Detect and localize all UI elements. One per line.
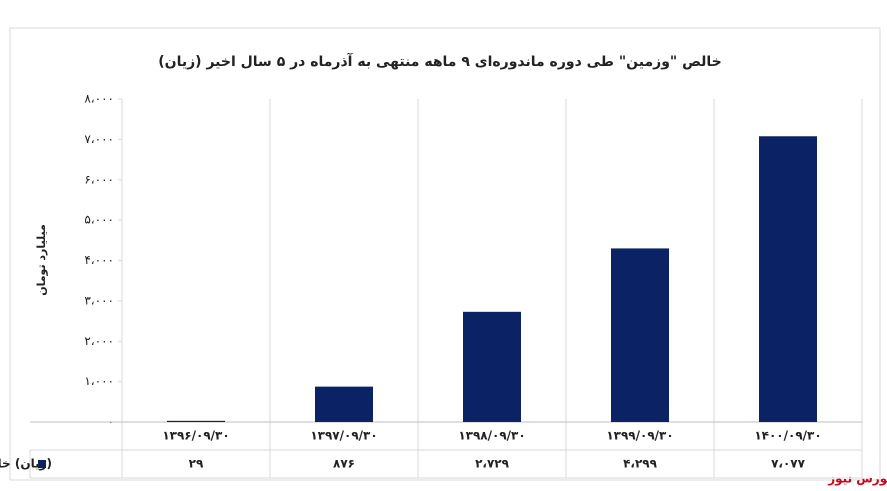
value-label: ۴،۲۹۹: [623, 457, 658, 471]
y-tick-label: ۴،۰۰۰: [84, 253, 114, 267]
legend-marker: [38, 460, 46, 468]
value-label: ۲،۷۲۹: [475, 457, 510, 471]
y-tick-label: ۳،۰۰۰: [84, 293, 114, 307]
x-tick-label: ۱۳۹۶/۰۹/۳۰: [162, 429, 229, 443]
bar: [315, 386, 373, 422]
legend-label: (زیان) خالص: [0, 457, 52, 471]
x-tick-label: ۱۴۰۰/۰۹/۳۰: [754, 429, 821, 443]
x-tick-label: ۱۳۹۷/۰۹/۳۰: [310, 429, 377, 443]
y-tick-label: ۶،۰۰۰: [84, 172, 114, 186]
value-label: ۲۹: [189, 457, 204, 471]
bar: [167, 420, 225, 422]
chart-title: (زیان) خالص "وزمین" طی دوره ماندوره‌ای ۹…: [158, 52, 722, 70]
bar: [463, 311, 521, 422]
source: بورس نیوز: [827, 472, 887, 487]
y-tick-label: ۵،۰۰۰: [84, 213, 114, 227]
bar: [611, 248, 669, 422]
chart-frame: [9, 27, 881, 481]
y-tick-label: ۸،۰۰۰: [84, 92, 114, 106]
value-label: ۷،۰۷۷: [771, 457, 806, 471]
value-label: ۸۷۶: [333, 457, 355, 471]
y-tick-label: ۷،۰۰۰: [84, 132, 114, 146]
x-tick-label: ۱۳۹۹/۰۹/۳۰: [606, 429, 673, 443]
y-tick-label: ۲،۰۰۰: [84, 334, 114, 348]
x-tick-label: ۱۳۹۸/۰۹/۳۰: [458, 429, 525, 443]
y-axis-label: میلیارد تومان: [35, 224, 48, 296]
bar: [759, 136, 817, 423]
y-tick-label: ۱،۰۰۰: [84, 374, 114, 388]
